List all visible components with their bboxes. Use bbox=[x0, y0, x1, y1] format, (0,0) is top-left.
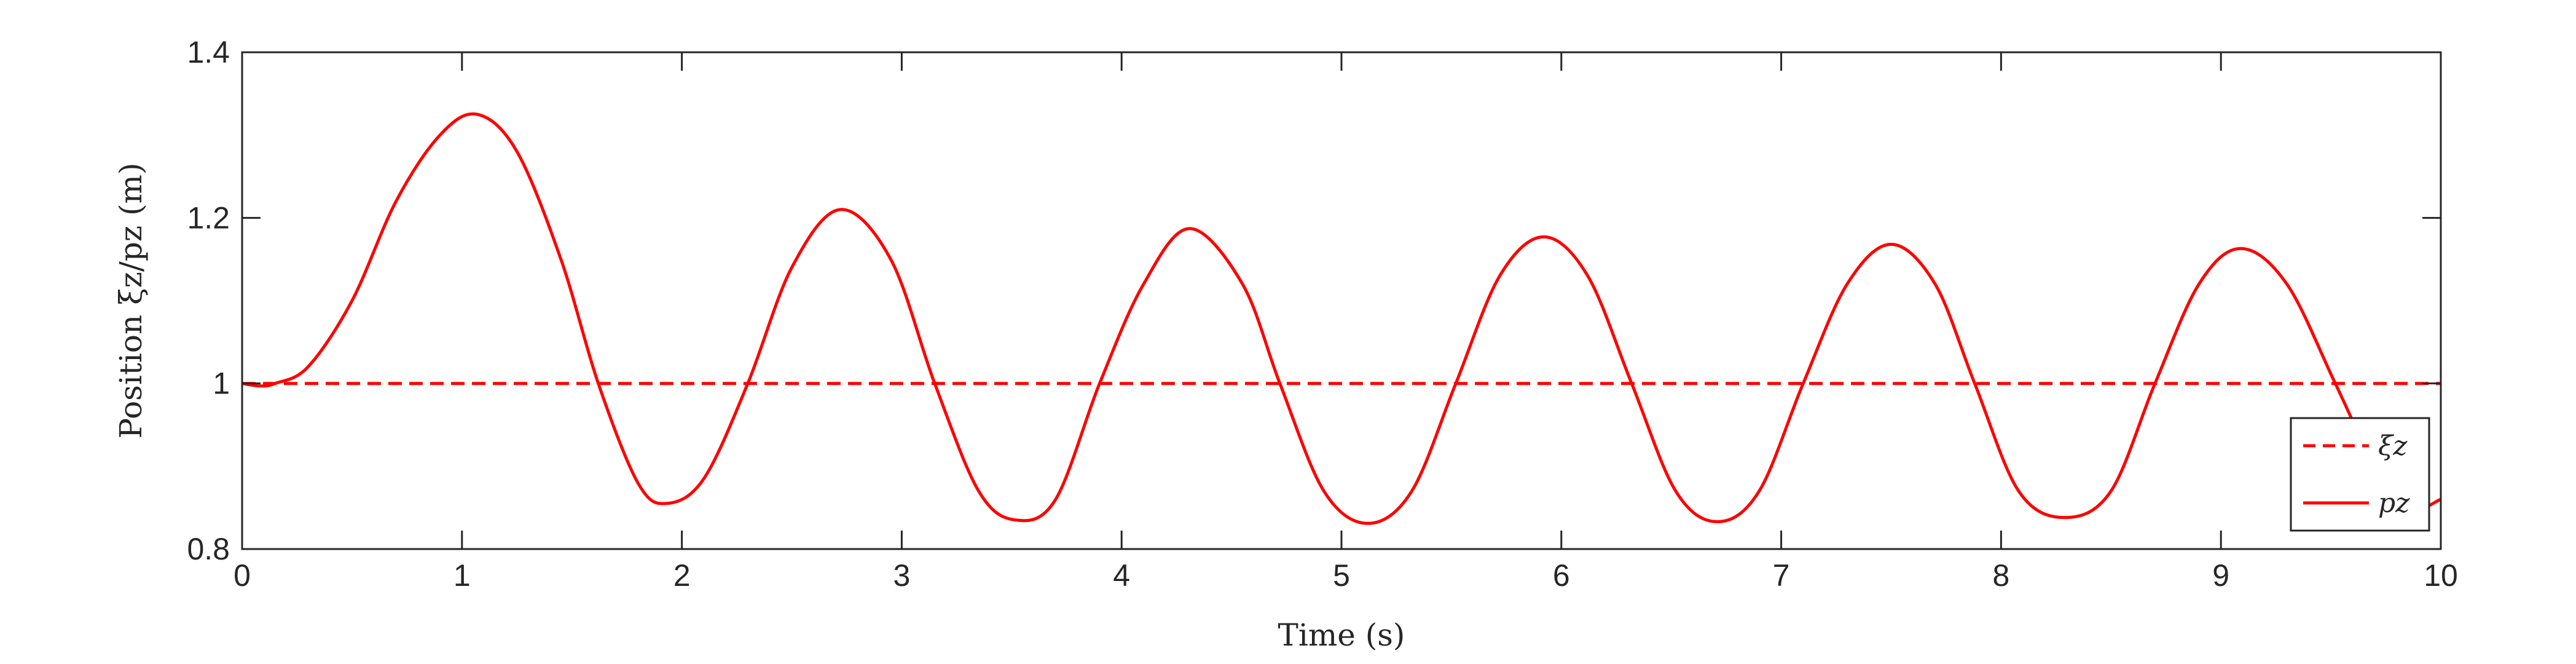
x-tick-label: 5 bbox=[1333, 558, 1350, 593]
plot-area bbox=[242, 52, 2441, 549]
series-line-p-z bbox=[242, 112, 2441, 525]
x-tick-label: 10 bbox=[2424, 558, 2458, 593]
x-tick-label: 1 bbox=[454, 558, 471, 593]
legend-box bbox=[2290, 417, 2430, 532]
x-tick-label: 9 bbox=[2212, 558, 2229, 593]
x-tick-label: 3 bbox=[893, 558, 910, 593]
x-tick-label: 6 bbox=[1553, 558, 1570, 593]
y-tick-label: 1 bbox=[213, 366, 230, 401]
x-tick-label: 2 bbox=[673, 558, 691, 593]
series-layer bbox=[242, 112, 2441, 525]
legend-label-p-z: pz bbox=[2378, 488, 2410, 519]
x-tick-label: 0 bbox=[234, 558, 251, 593]
legend-label-xi-z: ξz bbox=[2378, 430, 2408, 462]
y-tick-label: 1.4 bbox=[187, 35, 230, 69]
x-tick-label: 7 bbox=[1773, 558, 1790, 593]
legend: ξz pz bbox=[2290, 417, 2430, 532]
x-axis-label: Time (s) bbox=[1278, 617, 1405, 653]
x-tick-label: 4 bbox=[1113, 558, 1130, 593]
x-tick-label: 8 bbox=[1992, 558, 2009, 593]
y-tick-label: 1.2 bbox=[187, 200, 230, 235]
y-axis-label: Position ξz/pz (m) bbox=[113, 162, 149, 438]
y-tick-label: 0.8 bbox=[187, 532, 230, 566]
y-axis-ticks: 0.8 1 1.2 1.4 bbox=[187, 35, 2441, 566]
x-axis-ticks: 0 1 2 3 4 5 6 7 8 9 10 bbox=[234, 52, 2458, 593]
